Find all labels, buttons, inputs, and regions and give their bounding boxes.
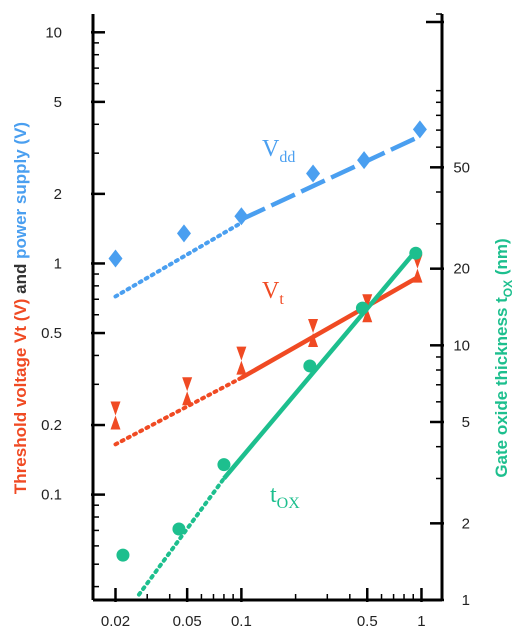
trend-dotted <box>136 476 226 597</box>
data-point-circle <box>303 359 317 373</box>
data-markers <box>108 120 427 562</box>
trend-lines <box>113 134 421 597</box>
y-axis-left-title-part: power supply (V) <box>11 122 30 259</box>
y-right-tick-label: 10 <box>453 337 470 354</box>
y-left-tick-label: 2 <box>54 186 62 203</box>
series-label-sub: OX <box>277 495 301 512</box>
y-axis-left-title-part: Threshold voltage Vt (V) <box>11 299 30 495</box>
series-label: Vdd <box>262 136 295 166</box>
y-left-tick-label: 0.5 <box>41 325 62 342</box>
data-point-hourglass <box>308 319 319 348</box>
data-point-diamond <box>108 249 123 268</box>
trend-dotted <box>113 375 244 447</box>
x-tick-label: 1 <box>417 613 425 630</box>
y-right-tick-label: 50 <box>453 159 470 176</box>
y-left-tick-label: 0.1 <box>41 487 62 504</box>
x-tick-label: 0.02 <box>101 613 130 630</box>
data-point-hourglass <box>412 254 423 283</box>
data-point-circle <box>172 522 186 536</box>
trend-dotted <box>113 220 244 299</box>
series-label: Vt <box>262 278 284 308</box>
trend-solid <box>222 249 418 480</box>
data-point-circle <box>355 301 369 315</box>
axis-titles: Threshold voltage Vt (V) and power suppl… <box>11 122 515 494</box>
y-axis-right-title-sub: OX <box>501 280 515 297</box>
y-axis-right-title-unit: (nm) <box>492 238 511 280</box>
axes: 10 5 2 1 0.5 0.2 0.1 50 20 10 5 2 1 0.02 0.05 0.1 0.5 1 <box>41 13 470 630</box>
y-right-tick-label: 1 <box>462 592 470 609</box>
data-point-diamond <box>234 207 249 226</box>
data-point-diamond <box>412 120 427 139</box>
y-right-tick-label: 5 <box>462 414 470 431</box>
data-point-hourglass <box>362 294 373 323</box>
data-point-circle <box>217 458 231 472</box>
data-point-circle <box>116 548 130 562</box>
x-tick-label: 0.05 <box>173 613 202 630</box>
x-tick-label: 0.1 <box>231 613 252 630</box>
data-point-hourglass <box>182 377 193 406</box>
y-right-tick-label: 20 <box>453 261 470 278</box>
y-right-tick-label: 2 <box>462 515 470 532</box>
trend-solid <box>240 275 419 380</box>
y-left-tick-label: 10 <box>45 24 62 41</box>
data-point-diamond <box>176 224 191 243</box>
series-label: tOX <box>270 482 300 512</box>
data-point-circle <box>409 246 423 260</box>
data-point-hourglass <box>110 401 121 430</box>
x-tick-label: 0.5 <box>357 613 378 630</box>
y-axis-right-title: Gate oxide thickness tOX (nm) <box>492 238 515 477</box>
y-left-tick-label: 5 <box>54 94 62 111</box>
data-point-hourglass <box>236 346 247 375</box>
y-axis-left-title: Threshold voltage Vt (V) and power suppl… <box>11 122 30 494</box>
series-label-sub: t <box>279 291 284 308</box>
y-axis-left-title-part: and <box>11 259 30 299</box>
data-point-diamond <box>357 151 372 170</box>
series-label-sub: dd <box>279 149 295 166</box>
y-left-tick-label: 0.2 <box>41 417 62 434</box>
y-axis-right-title-main: Gate oxide thickness t <box>492 297 511 478</box>
data-point-diamond <box>306 164 321 183</box>
y-left-tick-label: 1 <box>54 255 62 272</box>
